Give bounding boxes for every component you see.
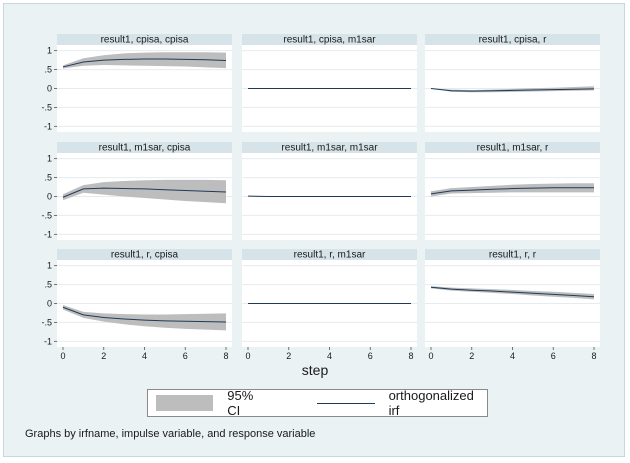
- y-tick-label: .5: [44, 173, 52, 183]
- panel-title: result1, cpisa, m1sar: [283, 35, 376, 46]
- panel-strip: [425, 34, 600, 45]
- y-tick-label: .5: [44, 280, 52, 290]
- x-tick-label: 4: [327, 351, 332, 361]
- legend-irf-swatch: [317, 402, 375, 404]
- x-axis-label: step: [302, 362, 329, 378]
- panel-strip: [425, 249, 600, 260]
- x-tick-label: 6: [183, 351, 188, 361]
- panel-title: result1, m1sar, r: [477, 143, 549, 154]
- y-tick-label: 0: [47, 84, 52, 94]
- y-tick-label: 0: [47, 192, 52, 202]
- x-tick-label: 2: [286, 351, 291, 361]
- x-tick-label: 8: [223, 351, 228, 361]
- panel-strip: [57, 34, 232, 45]
- panel-strip: [242, 34, 417, 45]
- panel-strip: [425, 142, 600, 153]
- panel-title: result1, r, m1sar: [294, 250, 366, 261]
- y-tick-label: 1: [47, 261, 52, 271]
- irf-line: [62, 187, 227, 198]
- x-tick-label: 0: [428, 351, 433, 361]
- y-tick-label: -1: [44, 121, 52, 131]
- panel-title: result1, r, cpisa: [111, 250, 179, 261]
- legend-irf-label: orthogonalized irf: [388, 388, 474, 418]
- x-tick-label: 0: [245, 351, 250, 361]
- y-tick-label: 1: [47, 154, 52, 164]
- ci-band: [431, 183, 594, 197]
- irf-line: [62, 58, 227, 68]
- panel-title: result1, cpisa, cpisa: [101, 35, 189, 46]
- irf-grid-chart: result1, cpisa, cpisa 1 .5 0 -.5 -1 result1, c…: [41, 34, 600, 378]
- panel-strip: [57, 142, 232, 153]
- irf-line: [430, 88, 595, 92]
- irf-line: [430, 286, 595, 298]
- x-tick-label: 4: [142, 351, 147, 361]
- y-tick-label: -1: [44, 336, 52, 346]
- x-tick-label: 0: [60, 351, 65, 361]
- panel-title: result1, r, r: [489, 250, 537, 261]
- x-tick-label: 6: [368, 351, 373, 361]
- y-tick-label: -.5: [41, 210, 52, 220]
- figure-background: result1, cpisa, cpisa 1 .5 0 -.5 -1 result1, c…: [3, 3, 625, 457]
- x-tick-label: 8: [591, 351, 596, 361]
- panel-strip: [242, 142, 417, 153]
- panel-title: result1, m1sar, cpisa: [99, 143, 191, 154]
- x-tick-label: 2: [469, 351, 474, 361]
- panel-strip: [242, 249, 417, 260]
- irf-line: [430, 187, 594, 195]
- x-tick-label: 6: [551, 351, 556, 361]
- ci-band: [63, 52, 226, 69]
- ci-band: [63, 179, 226, 204]
- ci-band: [63, 305, 226, 331]
- panel-title: result1, m1sar, m1sar: [281, 143, 378, 154]
- legend: 95% CI orthogonalized irf: [147, 388, 488, 418]
- ci-band: [431, 286, 594, 300]
- graph-note: Graphs by irfname, impulse variable, and…: [25, 428, 316, 440]
- y-tick-label: -1: [44, 229, 52, 239]
- y-tick-label: 1: [47, 46, 52, 56]
- irf-line: [62, 306, 227, 323]
- legend-ci-label: 95% CI: [227, 388, 254, 418]
- y-tick-label: 0: [47, 299, 52, 309]
- panel-title: result1, cpisa, r: [479, 35, 547, 46]
- x-tick-label: 2: [101, 351, 106, 361]
- legend-ci-swatch: [156, 395, 214, 411]
- y-tick-label: -.5: [41, 317, 52, 327]
- panel-strip: [57, 249, 232, 260]
- y-tick-label: -.5: [41, 102, 52, 112]
- x-tick-label: 4: [510, 351, 515, 361]
- x-tick-label: 8: [408, 351, 413, 361]
- y-tick-label: .5: [44, 65, 52, 75]
